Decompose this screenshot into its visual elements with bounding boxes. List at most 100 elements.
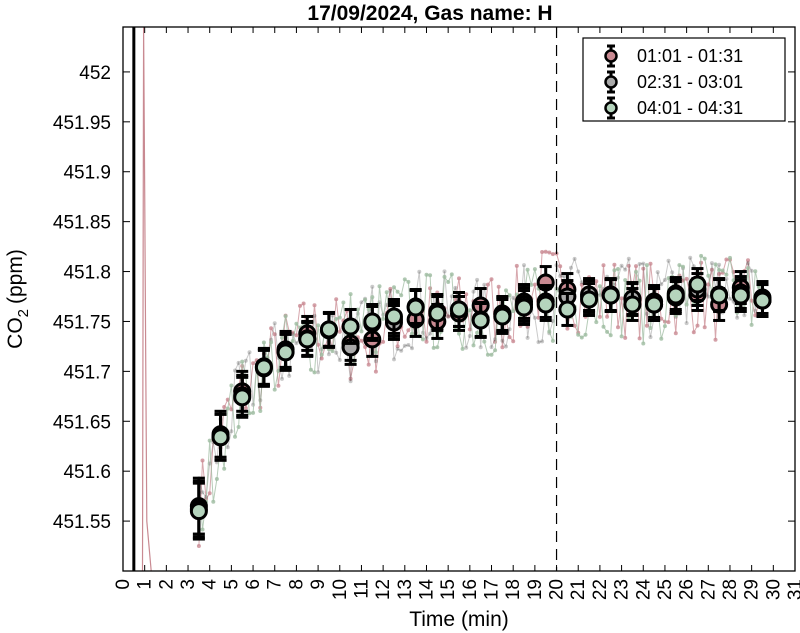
raw-sample-point [464, 292, 469, 297]
raw-sample-point [229, 383, 234, 388]
raw-sample-point [294, 333, 299, 338]
raw-sample-point [608, 333, 613, 338]
raw-sample-point [424, 339, 429, 344]
raw-sample-point [471, 343, 476, 348]
raw-sample-point [485, 352, 490, 357]
raw-sample-point [536, 340, 541, 345]
raw-sample-point [453, 297, 458, 302]
raw-sample-point [641, 261, 646, 266]
raw-sample-point [529, 282, 534, 287]
raw-sample-point [728, 255, 732, 260]
raw-sample-point [457, 276, 461, 281]
raw-sample-point [200, 490, 205, 495]
raw-sample-point [467, 327, 472, 332]
raw-sample-point [402, 334, 407, 339]
raw-sample-point [576, 332, 581, 337]
raw-sample-point [489, 277, 494, 282]
raw-sample-point [670, 270, 675, 275]
raw-sample-point [280, 335, 284, 340]
legend-marker [604, 101, 618, 115]
raw-sample-point [402, 277, 407, 282]
raw-sample-point [637, 278, 642, 283]
x-tick-label: 2 [156, 579, 177, 590]
raw-sample-point [540, 250, 545, 254]
raw-sample-point [576, 269, 581, 274]
raw-sample-point [489, 352, 494, 357]
raw-sample-point [684, 302, 689, 307]
data-point [710, 286, 729, 305]
y-axis-title-sub: 2 [15, 309, 32, 317]
raw-sample-point [713, 262, 718, 267]
raw-sample-point [207, 491, 212, 496]
raw-sample-point [236, 425, 241, 429]
x-tick-label: 26 [677, 579, 698, 600]
raw-sample-point [406, 343, 411, 347]
y-tick-label: 451.6 [63, 462, 111, 483]
raw-sample-point [233, 368, 237, 373]
x-tick-label: 27 [698, 579, 719, 600]
raw-sample-point [720, 268, 725, 273]
x-tick-label: 5 [221, 579, 242, 590]
raw-sample-point [370, 295, 375, 300]
y-axis-title-main: CO [4, 317, 27, 349]
raw-sample-point [547, 329, 552, 334]
data-point [363, 312, 382, 331]
data-point [645, 295, 664, 314]
data-point [731, 286, 750, 305]
y-tick-label: 451.55 [53, 512, 111, 533]
raw-sample-point [659, 316, 664, 321]
raw-sample-point [312, 303, 317, 308]
y-tick-label: 452 [79, 63, 111, 84]
raw-sample-point [565, 326, 570, 331]
raw-sample-point [550, 252, 555, 257]
raw-sample-point [641, 341, 646, 346]
raw-sample-point [717, 271, 722, 276]
raw-sample-point [392, 357, 396, 362]
x-tick-label: 22 [590, 579, 611, 600]
raw-sample-point [276, 368, 281, 373]
raw-sample-point [269, 340, 274, 345]
raw-sample-point [644, 323, 649, 328]
legend-entry: 04:01 - 04:31 [604, 96, 743, 120]
raw-sample-point [207, 438, 212, 443]
x-tick-label: 6 [243, 579, 264, 590]
legend-marker [604, 75, 618, 89]
raw-sample-point [619, 263, 624, 268]
raw-sample-point [298, 303, 302, 308]
raw-sample-point [337, 329, 342, 334]
raw-sample-point [287, 373, 292, 378]
raw-sample-point [222, 405, 227, 409]
data-point [341, 317, 360, 336]
raw-sample-point [547, 250, 552, 255]
raw-sample-point [294, 321, 299, 326]
raw-sample-point [684, 276, 689, 281]
raw-sample-point [258, 409, 263, 413]
raw-sample-point [659, 336, 664, 341]
raw-sample-point [276, 383, 281, 388]
raw-sample-point [612, 268, 617, 273]
x-tick-label: 19 [525, 579, 546, 600]
raw-sample-point [319, 356, 324, 361]
raw-sample-point [251, 402, 256, 407]
raw-sample-point [543, 249, 548, 254]
raw-sample-point [388, 288, 393, 293]
raw-sample-point [316, 370, 321, 375]
raw-sample-point [301, 301, 306, 306]
x-tick-label: 7 [265, 579, 286, 590]
raw-sample-point [709, 261, 714, 266]
legend-entry: 01:01 - 01:31 [604, 44, 743, 68]
raw-sample-point [330, 349, 335, 354]
raw-sample-point [464, 345, 469, 350]
raw-sample-point [366, 307, 371, 312]
y-tick-label: 451.75 [53, 312, 111, 333]
raw-sample-point [623, 267, 628, 272]
raw-sample-point [522, 263, 526, 268]
raw-sample-point [572, 256, 577, 261]
raw-sample-point [507, 327, 512, 332]
raw-sample-point [511, 339, 516, 344]
raw-sample-point [211, 499, 216, 504]
raw-sample-point [222, 466, 227, 471]
data-series [189, 265, 772, 541]
data-point [536, 295, 555, 314]
